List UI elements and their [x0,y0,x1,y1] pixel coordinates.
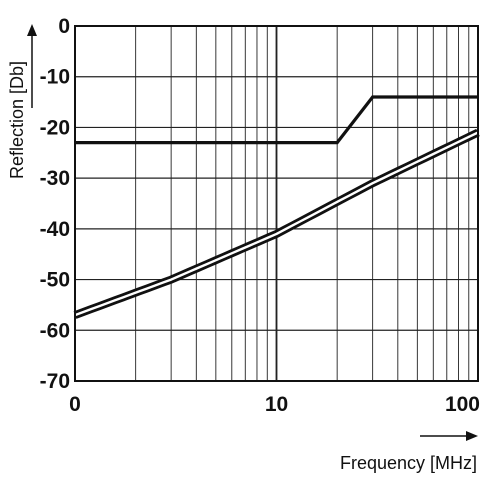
series-layer [73,95,480,319]
y-axis-arrow-head [27,24,37,36]
series-line-1-inner [74,131,479,317]
y-tick-label: -20 [40,116,70,139]
x-tick-label: 10 [265,393,288,416]
y-tick-label: -50 [40,269,70,292]
grid [75,25,478,382]
x-tick-label: 0 [69,393,81,416]
y-tick-label: -10 [40,66,70,89]
y-tick-label: -70 [40,370,70,393]
x-axis-label: Frequency [MHz] [340,453,477,473]
y-tick-label: -40 [40,218,70,241]
x-tick-labels: 0 10 100 [69,393,480,416]
y-tick-labels: 0 -10 -20 -30 -40 -50 -60 -70 [40,15,70,393]
plot-frame [74,25,479,382]
series-line-0 [75,95,478,145]
x-tick-label: 100 [445,393,480,416]
y-tick-label: -30 [40,167,70,190]
x-axis-arrow-head [466,431,478,441]
y-axis-label: Reflection [Db] [7,61,27,179]
y-tick-label: 0 [58,15,70,38]
y-tick-label: -60 [40,319,70,342]
